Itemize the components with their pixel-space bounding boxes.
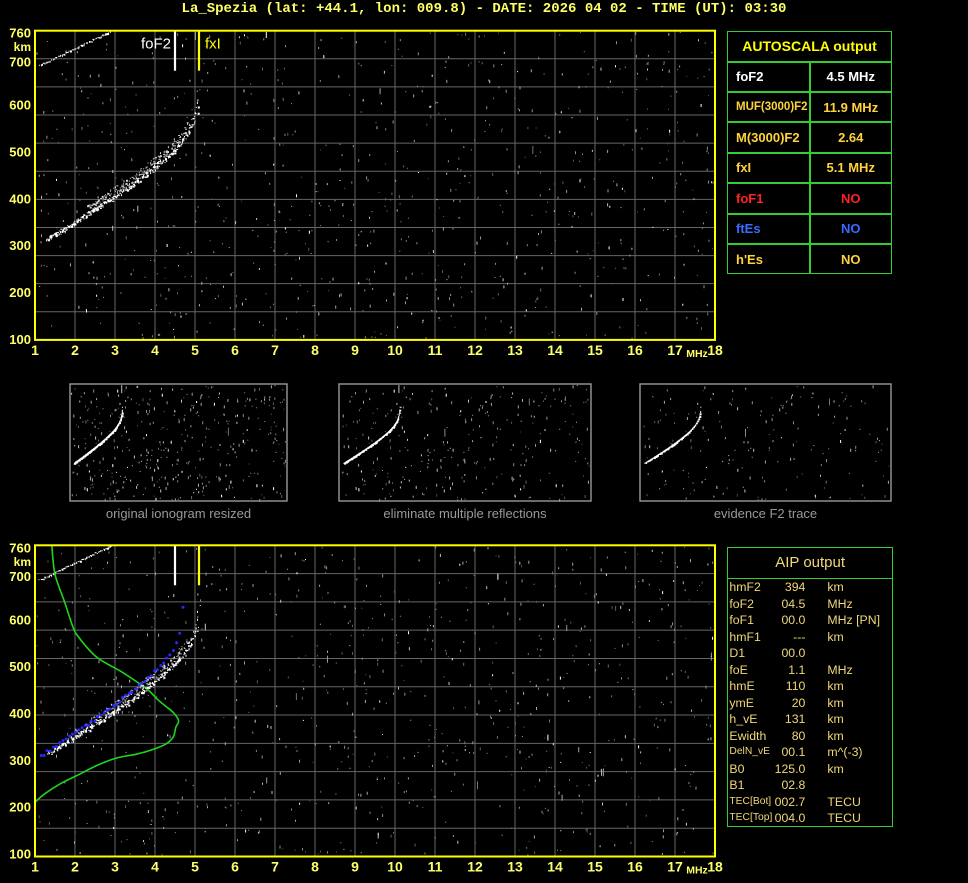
svg-text:13: 13 bbox=[507, 859, 523, 875]
svg-text:3: 3 bbox=[111, 342, 119, 358]
svg-text:10: 10 bbox=[387, 342, 403, 358]
svg-text:700: 700 bbox=[9, 55, 31, 70]
svg-text:8: 8 bbox=[311, 859, 319, 875]
svg-text:9: 9 bbox=[351, 342, 359, 358]
svg-text:500: 500 bbox=[9, 659, 31, 674]
svg-text:200: 200 bbox=[9, 800, 31, 815]
svg-text:600: 600 bbox=[9, 612, 31, 627]
svg-text:12: 12 bbox=[467, 342, 483, 358]
svg-text:16: 16 bbox=[627, 342, 643, 358]
svg-text:200: 200 bbox=[9, 285, 31, 300]
svg-text:15: 15 bbox=[587, 859, 603, 875]
svg-text:18: 18 bbox=[707, 859, 723, 875]
svg-text:11: 11 bbox=[428, 859, 443, 875]
svg-text:500: 500 bbox=[9, 145, 31, 160]
svg-text:300: 300 bbox=[9, 753, 31, 768]
svg-text:5: 5 bbox=[191, 342, 199, 358]
svg-text:760: 760 bbox=[9, 26, 31, 41]
svg-text:14: 14 bbox=[547, 342, 563, 358]
svg-text:18: 18 bbox=[707, 342, 723, 358]
svg-text:9: 9 bbox=[351, 859, 359, 875]
svg-text:11: 11 bbox=[428, 342, 443, 358]
svg-text:km: km bbox=[14, 555, 31, 569]
svg-text:5: 5 bbox=[191, 859, 199, 875]
svg-text:100: 100 bbox=[9, 847, 31, 862]
svg-text:15: 15 bbox=[587, 342, 603, 358]
svg-text:8: 8 bbox=[311, 342, 319, 358]
svg-text:17: 17 bbox=[667, 859, 683, 875]
svg-text:1: 1 bbox=[31, 342, 39, 358]
svg-text:6: 6 bbox=[231, 342, 239, 358]
svg-text:km: km bbox=[14, 40, 31, 54]
svg-text:4: 4 bbox=[151, 342, 159, 358]
svg-text:13: 13 bbox=[507, 342, 523, 358]
svg-text:14: 14 bbox=[547, 859, 563, 875]
svg-text:300: 300 bbox=[9, 238, 31, 253]
svg-text:6: 6 bbox=[231, 859, 239, 875]
svg-text:760: 760 bbox=[9, 540, 31, 555]
svg-text:foF2: foF2 bbox=[141, 36, 171, 53]
svg-text:3: 3 bbox=[111, 859, 119, 875]
svg-text:2: 2 bbox=[71, 859, 79, 875]
svg-text:MHz: MHz bbox=[686, 865, 708, 877]
svg-text:10: 10 bbox=[387, 859, 403, 875]
svg-text:100: 100 bbox=[9, 332, 31, 347]
svg-text:400: 400 bbox=[9, 706, 31, 721]
svg-text:2: 2 bbox=[71, 342, 79, 358]
svg-text:7: 7 bbox=[271, 859, 279, 875]
svg-text:700: 700 bbox=[9, 569, 31, 584]
svg-text:fxI: fxI bbox=[205, 36, 221, 53]
svg-text:MHz: MHz bbox=[686, 348, 708, 360]
svg-text:1: 1 bbox=[31, 859, 39, 875]
svg-text:16: 16 bbox=[627, 859, 643, 875]
svg-text:400: 400 bbox=[9, 191, 31, 206]
svg-text:600: 600 bbox=[9, 98, 31, 113]
svg-text:7: 7 bbox=[271, 342, 279, 358]
svg-text:17: 17 bbox=[667, 342, 683, 358]
svg-text:4: 4 bbox=[151, 859, 159, 875]
svg-text:12: 12 bbox=[467, 859, 483, 875]
